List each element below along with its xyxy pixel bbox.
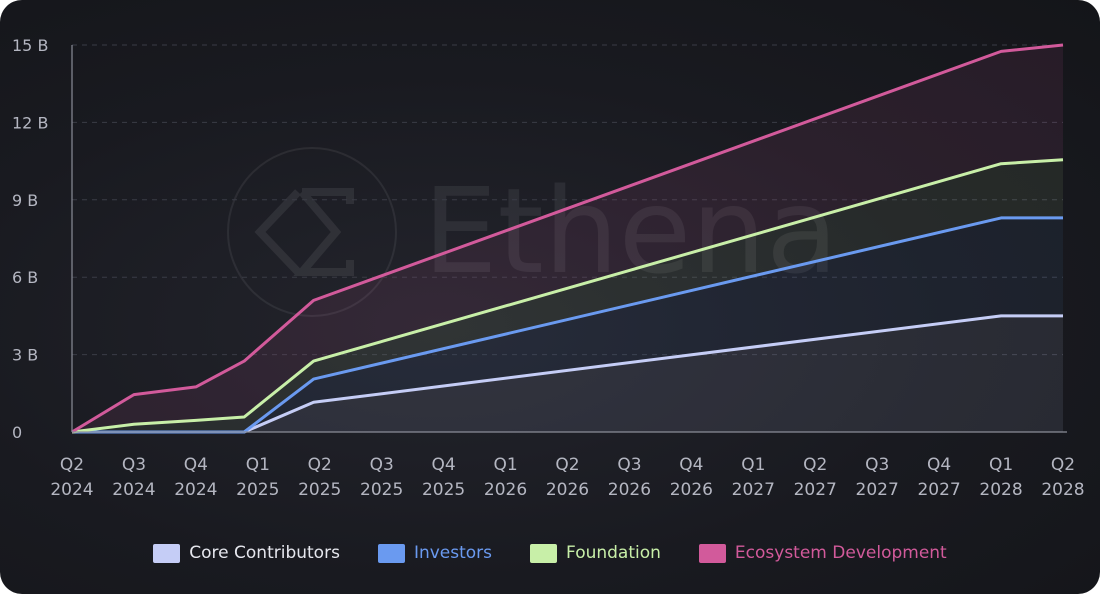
x-tick-label-2-line-0: Q4: [184, 455, 208, 475]
x-tick-label-1-line-1: 2024: [112, 480, 155, 500]
y-axis-ticks: 0 3 B 6 B 9 B 12 B 15 B: [12, 36, 48, 442]
legend-label: Ecosystem Development: [734, 543, 947, 563]
area-ecosystem-development: [72, 45, 1063, 432]
x-tick-label-16-line-0: Q2: [1051, 455, 1075, 475]
x-tick-label-1-line-0: Q3: [122, 455, 146, 475]
ethena-sigma-logo-icon: [254, 188, 354, 276]
x-tick-label-0-line-1: 2024: [50, 480, 93, 500]
legend-label: Core Contributors: [189, 543, 340, 563]
x-tick-label-10-line-0: Q4: [679, 455, 703, 475]
x-tick-label-6-line-0: Q4: [432, 455, 456, 475]
x-tick-label-4-line-1: 2025: [298, 480, 341, 500]
legend-item-foundation[interactable]: Foundation: [530, 543, 661, 563]
x-tick-label-9-line-1: 2026: [608, 480, 651, 500]
y-tick-label-3: 9 B: [12, 191, 38, 210]
x-tick-label-13-line-0: Q3: [865, 455, 889, 475]
x-tick-label-11-line-0: Q1: [741, 455, 765, 475]
x-tick-label-10-line-1: 2026: [670, 480, 713, 500]
x-tick-label-9-line-0: Q3: [617, 455, 641, 475]
x-tick-label-15-line-1: 2028: [979, 480, 1022, 500]
x-tick-label-14-line-0: Q4: [927, 455, 951, 475]
line-foundation: [71, 158, 1064, 434]
y-tick-label-0: 0: [12, 423, 22, 442]
x-tick-label-5-line-1: 2025: [360, 480, 403, 500]
legend-swatch: [153, 543, 181, 563]
legend-swatch: [530, 543, 558, 563]
axis-layer: [71, 45, 1067, 433]
line-ecosystem-development: [71, 43, 1064, 434]
x-tick-label-8-line-0: Q2: [555, 455, 579, 475]
x-tick-label-12-line-1: 2027: [794, 480, 837, 500]
x-tick-label-7-line-1: 2026: [484, 480, 527, 500]
y-tick-label-1: 3 B: [12, 346, 38, 365]
x-axis-ticks: Q2 2024 Q3 2024 Q4 2024 Q1 2025 Q2 2025 Q3 2025 Q4 20…: [50, 455, 1084, 500]
x-tick-label-3-line-0: Q1: [246, 455, 270, 475]
x-tick-label-15-line-0: Q1: [989, 455, 1013, 475]
x-tick-label-13-line-1: 2027: [856, 480, 899, 500]
legend-item-investors[interactable]: Investors: [377, 543, 493, 563]
x-tick-label-5-line-0: Q3: [370, 455, 394, 475]
x-tick-label-14-line-1: 2027: [917, 480, 960, 500]
legend-item-ecosystem-development[interactable]: Ecosystem Development: [698, 543, 947, 563]
x-tick-label-16-line-1: 2028: [1041, 480, 1084, 500]
x-tick-label-0-line-0: Q2: [60, 455, 84, 475]
legend-swatch: [377, 543, 405, 563]
x-tick-label-3-line-1: 2025: [236, 480, 279, 500]
watermark-logo-ring: [227, 147, 397, 317]
x-tick-label-11-line-1: 2027: [732, 480, 775, 500]
x-tick-label-8-line-1: 2026: [546, 480, 589, 500]
legend-swatch: [698, 543, 726, 563]
y-tick-label-5: 15 B: [12, 36, 48, 55]
x-tick-label-6-line-1: 2025: [422, 480, 465, 500]
legend-label: Foundation: [566, 543, 661, 563]
y-tick-label-2: 6 B: [12, 268, 38, 287]
legend-item-core-contributors[interactable]: Core Contributors: [153, 543, 340, 563]
area-foundation: [72, 159, 1063, 433]
x-tick-label-4-line-0: Q2: [308, 455, 332, 475]
x-tick-label-12-line-0: Q2: [803, 455, 827, 475]
x-tick-label-2-line-1: 2024: [174, 480, 217, 500]
legend: Core Contributors Investors Foundation Ecos…: [0, 538, 1100, 568]
legend-label: Investors: [413, 543, 493, 563]
x-tick-label-7-line-0: Q1: [493, 455, 517, 475]
y-tick-label-4: 12 B: [12, 113, 48, 132]
